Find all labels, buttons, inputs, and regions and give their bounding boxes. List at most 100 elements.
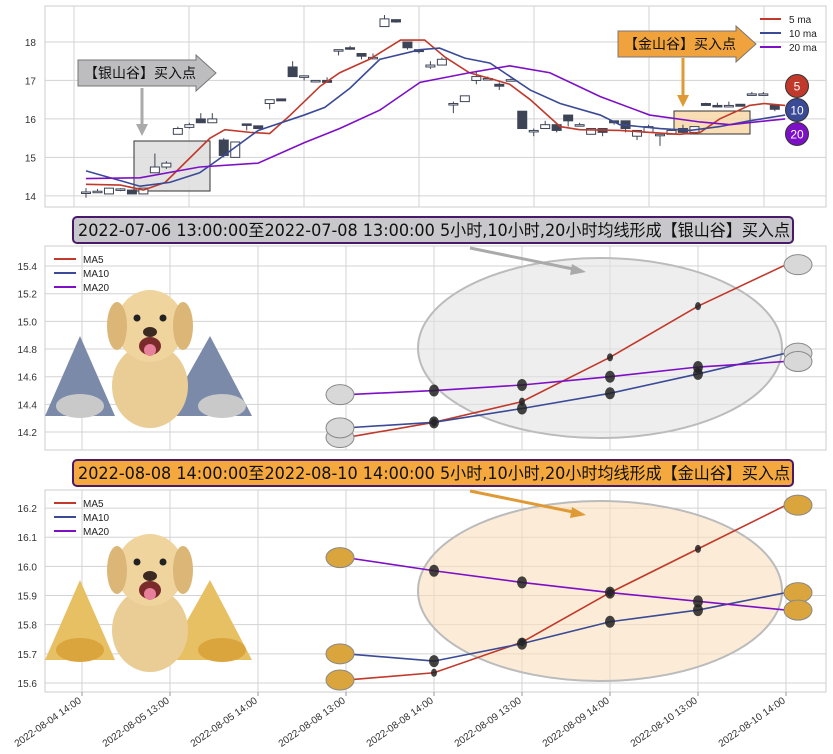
- candle-body: [574, 124, 585, 127]
- candle-body: [310, 79, 321, 83]
- candlestick-chart: 14 15 16 17 18 5 ma 10 ma 20 ma 5 10 20 【银山谷】买入点 【金山…: [25, 5, 827, 208]
- x-tick-label: 2022-08-05 13:00: [101, 695, 172, 750]
- x-tick-label: 2022-08-08 14:00: [365, 695, 436, 750]
- dog-tongue: [144, 344, 156, 356]
- candle-body: [81, 191, 91, 194]
- series-line-ma10: [345, 591, 787, 662]
- candle-body: [103, 187, 114, 195]
- candle-body: [735, 103, 746, 107]
- y-tick-label: 14: [25, 192, 37, 203]
- ingot-left: [56, 638, 104, 662]
- candle-body: [299, 75, 310, 78]
- candle-body: [356, 53, 367, 57]
- candle-body: [379, 18, 390, 28]
- title-box: [72, 459, 794, 487]
- data-point: [517, 637, 527, 650]
- y-tick-label: 15.7: [18, 650, 38, 661]
- x-tick-label: 2022-08-04 14:00: [13, 695, 84, 750]
- y-tick-label: 16.1: [18, 533, 38, 544]
- ma-line-2: [85, 65, 786, 180]
- candle-body: [333, 49, 344, 52]
- candle-body: [723, 104, 734, 108]
- dog-ear-right: [173, 302, 193, 350]
- candle-body: [425, 64, 436, 68]
- candle-body: [161, 162, 172, 168]
- ingot-marker: [783, 254, 813, 276]
- candle-body: [264, 99, 275, 105]
- series-line-ma20: [345, 360, 787, 396]
- y-tick-label: 15.8: [18, 621, 38, 632]
- data-point: [431, 668, 437, 677]
- candle-body: [195, 118, 206, 124]
- x-tick-label: 2022-08-09 13:00: [453, 695, 524, 750]
- data-point: [607, 353, 613, 362]
- gold-down-arrowhead: [677, 95, 689, 107]
- data-point: [605, 586, 615, 599]
- y-tick-label: 15.9: [18, 592, 38, 603]
- chart-title: 2022-07-06 13:00:00至2022-07-08 13:00:00 …: [78, 221, 790, 240]
- candle-body: [655, 133, 665, 137]
- dog-eye: [133, 558, 141, 566]
- candle-body: [287, 66, 298, 78]
- candle-body: [494, 83, 505, 87]
- candle-body: [253, 125, 264, 130]
- dog-ear-left: [107, 302, 127, 350]
- x-tick-label: 2022-08-10 14:00: [717, 695, 788, 750]
- highlight-ellipse: [417, 257, 783, 439]
- ma-line-1: [85, 47, 786, 188]
- legend-label: 5 ma: [789, 15, 812, 26]
- candle-body: [563, 114, 574, 122]
- legend-label: MA20: [83, 283, 110, 294]
- dog-ear-right: [173, 546, 193, 594]
- legend-label: MA5: [83, 255, 104, 266]
- chart-title: 2022-08-08 14:00:00至2022-08-10 14:00:00 …: [78, 464, 790, 483]
- candle-body: [758, 93, 769, 96]
- legend-label: MA10: [83, 269, 110, 280]
- mountain-left: [45, 336, 115, 416]
- candle-body: [700, 103, 711, 106]
- legend-label: MA20: [83, 527, 110, 538]
- y-tick-label: 14.8: [18, 345, 38, 356]
- data-point: [429, 564, 439, 577]
- dog-body: [112, 344, 188, 428]
- y-tick-label: 14.2: [18, 428, 38, 439]
- badge-label: 5: [794, 80, 801, 94]
- y-tick-label: 15.2: [18, 290, 38, 301]
- callout-arrowhead: [570, 507, 586, 518]
- candle-body: [586, 128, 597, 135]
- dog-nose: [143, 327, 157, 337]
- y-tick-label: 15.0: [18, 317, 38, 328]
- candle-body: [448, 103, 459, 106]
- data-point: [605, 615, 615, 628]
- badge-circle: [785, 98, 809, 122]
- silver-valley-chart: 14.2 14.4 14.6 14.8 15.0 15.2 15.4 MA5 MA10 MA20 2…: [18, 216, 827, 451]
- ingot-marker: [325, 417, 355, 439]
- candle-body: [92, 190, 103, 194]
- data-point: [429, 416, 439, 429]
- badge-label: 20: [790, 128, 804, 142]
- dog-eye: [159, 558, 167, 566]
- dog-illustration: [45, 290, 252, 428]
- ingot-marker: [325, 384, 355, 406]
- y-tick-label: 14.4: [18, 400, 38, 411]
- gold-valley-annotation-arrow: [617, 24, 757, 64]
- title-box: [72, 216, 794, 244]
- ingot-marker: [325, 643, 355, 665]
- legend-label: MA5: [83, 499, 104, 510]
- candle-body: [207, 118, 218, 124]
- data-point: [429, 384, 439, 397]
- y-tick-label: 15.6: [18, 679, 38, 690]
- silver-valley-annotation-arrow: [77, 53, 217, 93]
- data-point: [605, 370, 615, 383]
- y-tick-label: 15.4: [18, 262, 38, 273]
- x-tick-label: 2022-08-05 14:00: [189, 695, 260, 750]
- mountain-left: [45, 580, 115, 660]
- data-point: [693, 604, 703, 617]
- y-tick-label: 14.6: [18, 373, 38, 384]
- dog-head: [116, 534, 184, 606]
- silver-valley-annotation-label: 【银山谷】买入点: [84, 66, 196, 82]
- candle-body: [149, 166, 160, 174]
- badge-label: 10: [790, 104, 804, 118]
- silver-down-arrowhead: [136, 124, 148, 136]
